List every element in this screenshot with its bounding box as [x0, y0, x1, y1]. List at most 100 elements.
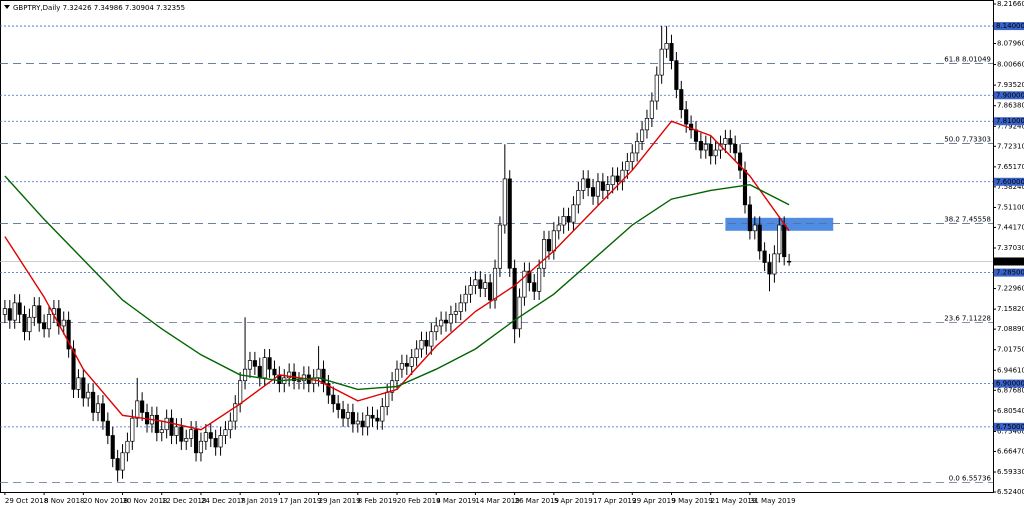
candle-body — [336, 403, 341, 410]
y-tick-label: 7.65170 — [997, 163, 1024, 171]
candle-body — [287, 371, 292, 379]
candle-body — [42, 322, 47, 330]
candle-body — [213, 438, 218, 448]
x-tick-label: 5 Apr 2019 — [554, 497, 593, 505]
candle-body — [203, 432, 208, 442]
fib-label: 61.8 8.01049 — [944, 55, 991, 63]
y-tick-label: 7.01750 — [997, 346, 1024, 354]
candle-body — [630, 152, 635, 162]
x-tick-label: 29 Jan 2019 — [319, 497, 361, 505]
candle-body — [708, 143, 713, 157]
candle-body — [189, 429, 194, 439]
level-tag-label: 7.81000 — [996, 117, 1024, 125]
candle-body — [154, 414, 159, 433]
candle-body — [7, 308, 12, 321]
level-tag — [994, 117, 1024, 126]
candle-body — [385, 391, 390, 408]
y-tick-label: 8.07960 — [997, 39, 1024, 47]
level-tag-label: 7.60000 — [996, 178, 1024, 186]
candle-body — [17, 302, 22, 315]
candle-body — [738, 152, 743, 171]
candle-body — [130, 417, 135, 442]
candle-body — [443, 319, 449, 324]
candle-body — [458, 302, 463, 312]
candle-body — [257, 365, 262, 379]
y-tick-label: 7.51100 — [997, 203, 1024, 211]
x-tick-label: 12 Dec 2018 — [162, 497, 207, 505]
candle-body — [772, 253, 777, 275]
y-tick-label: 6.66470 — [997, 447, 1024, 455]
candle-body — [350, 412, 355, 425]
candle-body — [767, 262, 772, 275]
candle-body — [742, 169, 748, 206]
candle-body — [252, 360, 257, 367]
candle-body — [625, 161, 630, 171]
y-tick-label: 6.73400 — [997, 427, 1024, 435]
candle-body — [267, 357, 272, 370]
candle-body — [492, 267, 498, 301]
candle-body — [32, 305, 37, 318]
candle-body — [590, 187, 596, 197]
x-tick-label: 29 Oct 2018 — [5, 497, 48, 505]
level-tag — [994, 177, 1024, 186]
candle-body — [693, 129, 699, 142]
candle-body — [576, 190, 581, 206]
candle-body — [502, 178, 507, 226]
candle-body — [120, 452, 125, 471]
fib-label: 50.0 7.73303 — [944, 135, 991, 143]
level-tag — [994, 268, 1024, 277]
level-tag — [994, 422, 1024, 431]
y-tick-label: 7.86380 — [997, 102, 1024, 110]
y-tick-label: 7.37030 — [997, 244, 1024, 252]
fib-label: 0.0 6.55736 — [949, 474, 992, 482]
candle-body — [497, 224, 502, 269]
candle-body — [541, 239, 547, 269]
y-tick-label: 6.87680 — [997, 386, 1024, 394]
candle-body — [326, 383, 331, 396]
candle-body — [46, 314, 52, 330]
candle-body — [66, 319, 71, 350]
candle-body — [223, 429, 228, 436]
y-tick-label: 7.15820 — [997, 305, 1024, 313]
candle-body — [193, 429, 199, 454]
candle-body — [355, 420, 360, 425]
candle-body — [115, 458, 120, 471]
x-tick-label: 7 Jan 2019 — [240, 497, 278, 505]
candle-body — [414, 348, 419, 358]
candle-body — [321, 368, 326, 384]
level-tag — [994, 379, 1024, 388]
candle-body — [370, 414, 375, 419]
candle-body — [262, 357, 267, 379]
fib-label: 23.6 7.11228 — [944, 314, 991, 322]
candle-body — [91, 391, 96, 413]
candle-body — [448, 314, 453, 324]
candle-body — [698, 141, 703, 151]
candle-body — [782, 224, 787, 258]
candle-body — [522, 270, 527, 298]
candle-body — [140, 400, 145, 413]
candle-body — [551, 230, 556, 252]
y-tick-label: 7.93520 — [997, 81, 1024, 89]
candle-body — [272, 368, 277, 376]
candle-body — [453, 311, 458, 315]
candle-body — [86, 391, 91, 399]
candle-body — [679, 89, 684, 111]
candle-body — [512, 267, 517, 330]
candle-body — [733, 143, 738, 154]
candle-body — [581, 178, 586, 191]
candle-body — [218, 435, 223, 448]
candle-body — [247, 360, 253, 370]
moving-average — [4, 175, 790, 391]
candle-body — [659, 48, 664, 76]
candle-body — [22, 314, 27, 333]
fib-label: 38.2 7.45558 — [944, 215, 991, 223]
moving-average — [4, 120, 790, 431]
candle-body — [399, 363, 404, 370]
candle-body — [380, 406, 385, 422]
level-tag-label: 7.90000 — [996, 91, 1024, 99]
y-tick-label: 6.80540 — [997, 407, 1024, 415]
candle-body — [238, 380, 243, 405]
candle-body — [556, 224, 561, 232]
candle-body — [620, 169, 625, 183]
